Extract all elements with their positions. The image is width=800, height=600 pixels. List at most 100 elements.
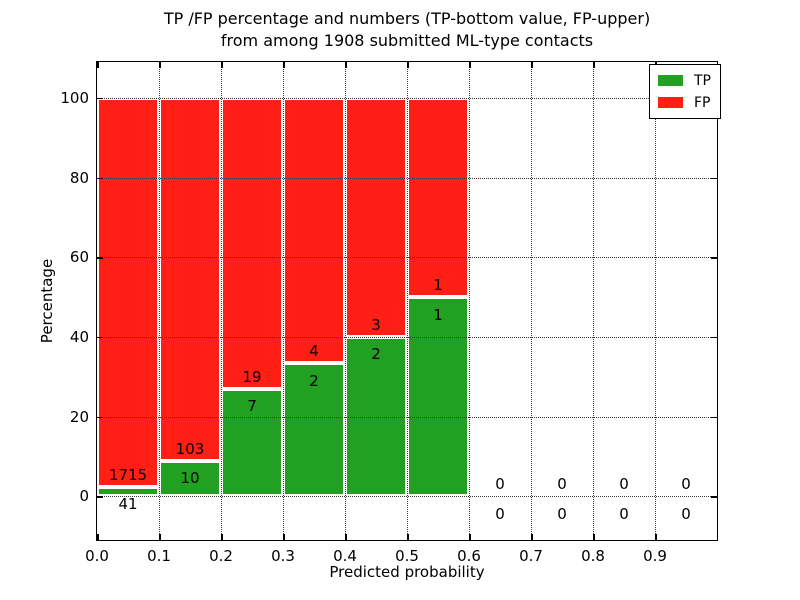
vertical-gridline [221, 62, 222, 540]
x-tick-label: 0.1 [147, 547, 171, 565]
x-tick-mark-top [407, 62, 409, 68]
x-tick-mark [469, 534, 471, 540]
tp-bar-segment [407, 297, 469, 497]
x-tick-mark [283, 534, 285, 540]
x-tick-label: 0.8 [581, 547, 605, 565]
legend: TP FP [649, 64, 721, 119]
x-tick-mark [159, 534, 161, 540]
y-tick-label: 60 [69, 248, 89, 267]
x-tick-mark [407, 534, 409, 540]
fp-legend-swatch [658, 97, 683, 108]
x-tick-label: 0.4 [333, 547, 357, 565]
fp-count-label: 0 [557, 475, 567, 494]
tp-count-label: 7 [247, 397, 257, 416]
x-tick-mark-top [97, 62, 99, 68]
vertical-gridline [531, 62, 532, 540]
tp-legend-label: TP [694, 72, 711, 89]
y-tick-mark-right [711, 257, 717, 259]
y-tick-label: 100 [60, 88, 89, 107]
vertical-gridline [345, 62, 346, 540]
chart-title-line1: TP /FP percentage and numbers (TP-bottom… [163, 9, 651, 28]
tp-count-label: 10 [180, 469, 200, 488]
x-tick-mark-top [283, 62, 285, 68]
x-tick-label: 0.9 [643, 547, 667, 565]
tp-legend-swatch [658, 75, 683, 86]
vertical-gridline [407, 62, 408, 540]
x-tick-label: 0.3 [271, 547, 295, 565]
tp-bar-segment [283, 363, 345, 497]
fp-count-label: 19 [242, 368, 262, 386]
horizontal-gridline [97, 336, 717, 338]
y-tick-mark [97, 496, 103, 498]
fp-bar-segment [345, 97, 407, 337]
y-tick-mark [97, 257, 103, 259]
y-tick-mark [97, 336, 103, 339]
fp-count-label: 0 [619, 475, 629, 494]
x-tick-mark-top [221, 62, 223, 68]
fp-count-label: 1 [433, 276, 443, 295]
chart-title-line2: from among 1908 submitted ML-type contac… [220, 31, 594, 50]
x-tick-mark [97, 534, 99, 540]
tp-bar-segment [159, 460, 221, 497]
x-tick-mark [531, 534, 533, 540]
x-axis-label: Predicted probability [329, 563, 485, 581]
fp-count-label: 0 [495, 475, 505, 494]
vertical-gridline [469, 62, 470, 540]
tp-count-label: 2 [371, 345, 381, 364]
x-tick-mark-top [159, 62, 161, 68]
y-tick-mark-right [711, 177, 717, 180]
tp-count-label: 0 [681, 504, 691, 523]
tp-count-label: 0 [619, 504, 629, 523]
horizontal-gridline [97, 257, 717, 259]
tp-bar-segment [221, 388, 283, 497]
y-tick-label: 40 [69, 327, 89, 346]
y-tick-mark-right [711, 336, 717, 339]
x-tick-mark-top [593, 62, 595, 68]
x-tick-label: 0.5 [395, 547, 419, 565]
y-tick-mark [97, 416, 103, 419]
x-tick-mark-top [469, 62, 471, 68]
chart-title: TP /FP percentage and numbers (TP-bottom… [97, 8, 717, 52]
legend-item-tp: TP [658, 72, 711, 89]
horizontal-gridline [97, 496, 717, 498]
x-tick-label: 0.2 [209, 547, 233, 565]
fp-count-label: 103 [175, 439, 205, 458]
plot-area [96, 61, 718, 541]
fp-bar-segment [221, 97, 283, 389]
fp-bar-segment [407, 97, 469, 297]
x-tick-mark [593, 534, 595, 540]
tp-count-label: 0 [557, 504, 567, 523]
tp-count-label: 1 [433, 305, 443, 324]
fp-bar-segment [159, 97, 221, 461]
fp-count-label: 4 [309, 342, 319, 361]
fp-bar-segment [97, 97, 159, 487]
y-tick-label: 0 [79, 487, 89, 506]
x-tick-mark [655, 534, 657, 540]
legend-item-fp: FP [658, 94, 711, 111]
vertical-gridline [283, 62, 284, 540]
x-tick-mark [221, 534, 223, 540]
fp-legend-label: FP [694, 94, 711, 111]
y-tick-mark-right [711, 496, 717, 498]
fp-count-label: 3 [371, 315, 381, 334]
x-tick-mark [345, 534, 347, 540]
fp-bar-segment [283, 97, 345, 364]
tp-count-label: 2 [309, 371, 319, 390]
tp-count-label: 0 [495, 504, 505, 523]
vertical-gridline [655, 62, 656, 540]
x-tick-label: 0.7 [519, 547, 543, 565]
vertical-gridline [593, 62, 594, 540]
horizontal-gridline [97, 177, 717, 179]
y-tick-mark [97, 177, 103, 180]
y-tick-mark [97, 97, 103, 100]
tp-count-label: 41 [118, 495, 138, 514]
fp-count-label: 1715 [108, 465, 148, 484]
horizontal-gridline [97, 416, 717, 418]
tp-bar-segment [345, 336, 407, 497]
tp-bar-segment [97, 486, 159, 497]
y-tick-label: 80 [69, 168, 89, 187]
x-tick-mark-top [531, 62, 533, 68]
horizontal-gridline [97, 97, 717, 99]
x-tick-label: 0.0 [85, 547, 109, 565]
